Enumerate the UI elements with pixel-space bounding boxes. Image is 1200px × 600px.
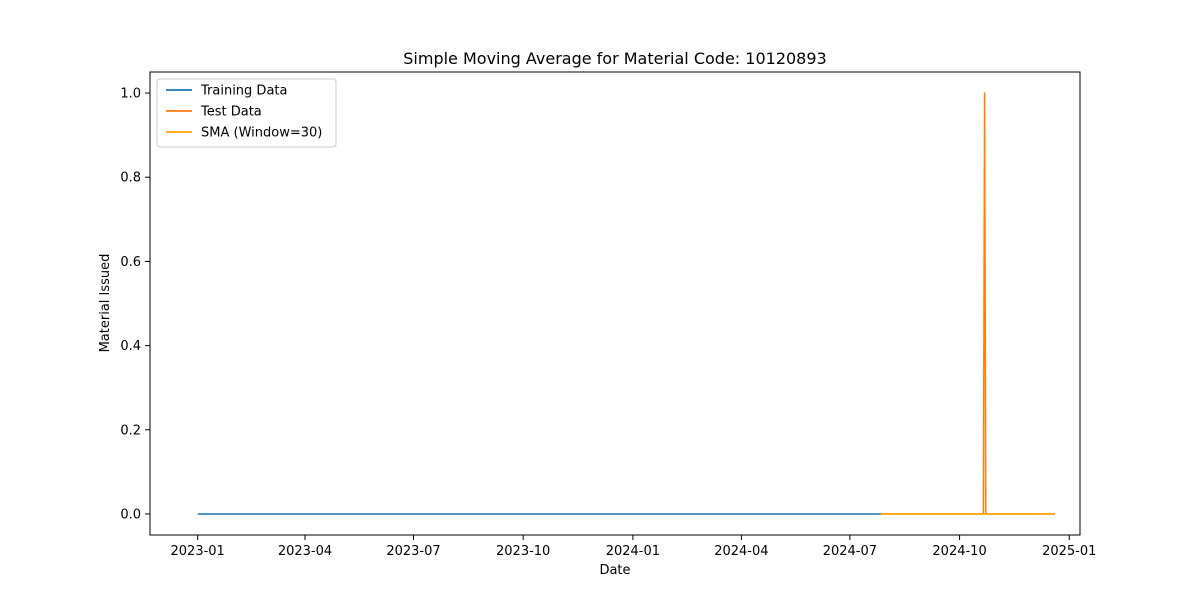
legend-box [156,78,337,148]
x-tick-label: 2024-01 [606,544,660,559]
series-layer [197,92,1055,515]
y-tick-label: 0.0 [120,507,141,522]
x-tick-label: 2024-10 [932,544,986,559]
y-tick-label: 0.2 [120,423,141,438]
y-tick-label: 0.8 [120,171,141,186]
y-axis-title: Material Issued [98,254,113,353]
legend-label-2: Test Data [200,105,262,120]
y-tick-label: 1.0 [120,87,141,102]
y-tick-label: 0.6 [120,255,141,270]
x-tick-label: 2024-04 [714,544,768,559]
x-axis-title: Date [599,563,630,578]
axes: 2023-01 2023-04 2023-07 2023-10 2024-01 2024-… [120,71,1096,559]
x-tick-label: 2023-01 [171,544,225,559]
plot-frame [149,71,1081,536]
y-tick-label: 0.4 [120,339,141,354]
x-tick-label: 2023-07 [386,544,440,559]
chart-title: Simple Moving Average for Material Code:… [403,49,826,68]
legend: Training Data Test Data SMA (Window=30) [156,78,337,148]
legend-label-3: SMA (Window=30) [201,126,322,141]
x-tick-label: 2023-04 [278,544,332,559]
legend-label-1: Training Data [200,84,287,99]
x-tick-label: 2024-07 [823,544,877,559]
x-tick-label: 2025-01 [1042,544,1096,559]
x-tick-label: 2023-10 [496,544,550,559]
